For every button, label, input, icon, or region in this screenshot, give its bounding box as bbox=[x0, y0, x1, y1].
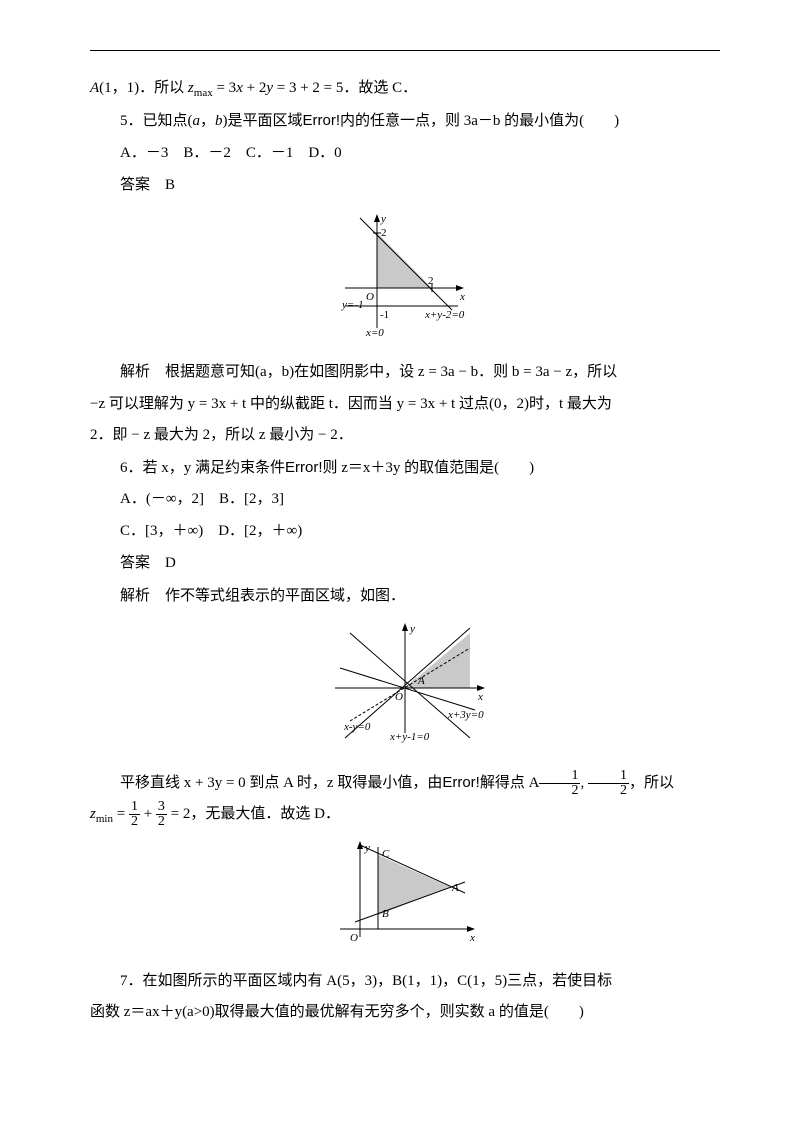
q6-expl-2: 平移直线 x + 3y = 0 到点 A 时，z 取得最小值，由Error!解得… bbox=[90, 767, 720, 800]
q6-opts-cd: C．[3，＋∞) D．[2，＋∞) bbox=[90, 516, 720, 548]
q5-line: x+y-2=0 bbox=[424, 309, 465, 321]
svg-text:B: B bbox=[382, 908, 389, 920]
q7-line2: 函数 z＝ax＋y(a>0)取得最大值的最优解有无穷多个，则实数 a 的值是( … bbox=[90, 997, 720, 1029]
axis-y-label: y bbox=[380, 213, 386, 225]
q5-expl-3: 2．即 − z 最大为 2，所以 z 最小为 − 2． bbox=[90, 420, 720, 452]
svg-text:C: C bbox=[382, 848, 390, 860]
axis-x-label: x bbox=[459, 291, 465, 303]
explain-label: 解析 bbox=[120, 363, 150, 380]
q5-neg1: -1 bbox=[380, 309, 389, 321]
q5-yneg1: y=-1 bbox=[341, 299, 363, 311]
svg-text:x: x bbox=[469, 932, 475, 944]
svg-text:A: A bbox=[451, 882, 459, 894]
svg-text:x: x bbox=[477, 691, 483, 703]
svg-text:x+y-1=0: x+y-1=0 bbox=[389, 731, 430, 743]
q5-stem: 5．已知点(a，b)是平面区域Error!内的任意一点，则 3a－b 的最小值为… bbox=[90, 105, 720, 138]
q7-line1: 7．在如图所示的平面区域内有 A(5，3)，B(1，1)，C(1，5)三点，若使… bbox=[90, 966, 720, 998]
svg-text:A: A bbox=[417, 675, 425, 687]
q5-xtick-2: 2 bbox=[428, 275, 434, 287]
q6-expl-1: 解析 作不等式组表示的平面区域，如图． bbox=[90, 580, 720, 613]
q7-figure: y x O C B A bbox=[90, 837, 720, 960]
q6-opts-ab: A．(－∞，2] B．[2，3] bbox=[90, 484, 720, 516]
q6-zmin: zmin = 12 + 32 = 2，无最大值．故选 D． bbox=[90, 799, 720, 831]
q6-answer: 答案 D bbox=[90, 547, 720, 580]
q5-options: A．－3 B．－2 C．－1 D．0 bbox=[90, 138, 720, 170]
top-rule bbox=[90, 50, 720, 51]
q5-origin: O bbox=[366, 291, 374, 303]
svg-text:x+3y=0: x+3y=0 bbox=[447, 709, 484, 721]
q5-ytick-2: 2 bbox=[381, 227, 387, 239]
svg-text:y: y bbox=[409, 623, 415, 635]
q5-expl-2: −z 可以理解为 y = 3x + t 中的纵截距 t．因而当 y = 3x +… bbox=[90, 389, 720, 421]
svg-text:O: O bbox=[395, 691, 403, 703]
q6-figure: y x O A x-y=0 x+3y=0 x+y-1=0 bbox=[90, 618, 720, 761]
svg-text:y: y bbox=[364, 842, 370, 854]
answer-label: 答案 bbox=[120, 176, 150, 193]
q5-expl-1: 解析 根据题意可知(a，b)在如图阴影中，设 z = 3a − b．则 b = … bbox=[90, 356, 720, 389]
q5-figure: y x 2 2 O -1 y=-1 x+y-2=0 x=0 bbox=[90, 208, 720, 351]
svg-text:x-y=0: x-y=0 bbox=[343, 721, 371, 733]
q5-answer: 答案 B bbox=[90, 169, 720, 202]
svg-text:O: O bbox=[350, 932, 358, 944]
q5-x0: x=0 bbox=[365, 327, 384, 338]
q6-stem: 6．若 x，y 满足约束条件Error!则 z＝x＋3y 的取值范围是( ) bbox=[90, 452, 720, 485]
prev-carry: A(1，1)．所以 zmax = 3x + 2y = 3 + 2 = 5．故选 … bbox=[90, 73, 720, 105]
